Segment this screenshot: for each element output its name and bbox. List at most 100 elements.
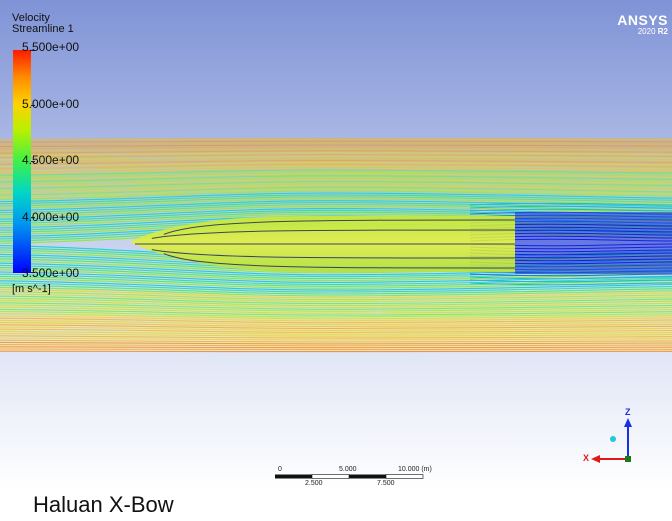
streamline (0, 173, 672, 181)
scale-bar: 0 5.000 10.000 (m) 2.500 7.500 (275, 465, 432, 489)
axis-label-x: X (583, 453, 590, 463)
scale-label: 0 (278, 466, 282, 473)
streamline (0, 175, 672, 183)
streamline (0, 144, 672, 148)
hull-line (163, 219, 516, 235)
streamline (0, 335, 672, 339)
streamline-plot (0, 0, 672, 490)
streamline (0, 182, 672, 192)
wake-streamline (469, 273, 672, 277)
streamline (0, 200, 672, 211)
streamline (0, 280, 672, 291)
streamline (0, 324, 672, 330)
wake-streamline (469, 282, 672, 286)
streamline (0, 302, 672, 310)
streamline (0, 333, 672, 337)
streamline (0, 308, 672, 316)
color-legend-bar (13, 50, 31, 273)
legend-value: 4.500e+00 (22, 153, 80, 167)
wake-streamline (469, 205, 672, 209)
legend-value-min: 3.500e+00 (22, 266, 80, 280)
ansys-logo: ANSYS 2020 R2 (617, 13, 668, 36)
axis-triad-graphic (591, 418, 632, 463)
legend-value: 5.000e+00 (22, 97, 80, 111)
streamline (0, 322, 672, 328)
streamline (0, 346, 672, 349)
streamline (0, 313, 672, 320)
scale-label: 10.000 (m) (398, 466, 432, 473)
streamline (0, 341, 672, 345)
streamline (0, 315, 672, 322)
streamline (0, 203, 672, 216)
streamline (0, 275, 672, 287)
streamline (0, 295, 672, 305)
wake-streamline (469, 276, 672, 280)
hull-line (151, 229, 516, 239)
scale-label: 2.500 (305, 480, 323, 487)
streamline (0, 289, 672, 299)
streamline (0, 286, 672, 297)
streamline (0, 293, 672, 303)
streamline (0, 169, 672, 176)
streamline (0, 179, 672, 187)
streamline (0, 177, 672, 185)
streamline (0, 273, 672, 285)
legend-tick (31, 50, 35, 51)
streamline (0, 317, 672, 324)
hull-surface-lines (135, 219, 516, 269)
streamline (0, 152, 672, 156)
brand-version: 2020 R2 (637, 27, 668, 36)
streamline (0, 291, 672, 301)
streamline (0, 142, 672, 145)
wake-streamline (469, 208, 672, 212)
axis-triad[interactable]: Z X (580, 405, 640, 475)
streamline (0, 155, 672, 161)
streamline (0, 161, 672, 167)
streamline (0, 205, 672, 218)
wake-streamline (469, 279, 672, 283)
legend-value-max: 5.500e+00 (22, 40, 80, 54)
brand-name: ANSYS (617, 12, 668, 28)
streamline (0, 157, 672, 163)
streamline (0, 184, 672, 194)
streamline (0, 284, 672, 295)
streamline (0, 344, 672, 347)
streamline (0, 140, 672, 143)
legend-value: 4.000e+00 (22, 210, 80, 224)
hull-line (163, 253, 516, 269)
streamline (0, 319, 672, 326)
wake-streamline (469, 202, 672, 206)
legend-variable: Velocity (12, 12, 50, 24)
streamline (0, 311, 672, 318)
streamline (0, 154, 672, 159)
scale-bar-graphic (275, 474, 424, 479)
streamline (0, 198, 672, 209)
streamline (0, 330, 672, 335)
legend-name: Streamline 1 (12, 23, 74, 35)
streamline (0, 167, 672, 174)
wake-region (515, 212, 672, 274)
hull-line (151, 249, 516, 259)
streamline (0, 192, 672, 203)
streamline (0, 348, 672, 351)
streamline (0, 150, 672, 154)
streamline (0, 267, 672, 280)
legend-tick (31, 217, 35, 218)
streamline (0, 304, 672, 312)
streamline (0, 138, 672, 141)
streamline (0, 190, 672, 200)
legend-tick (31, 105, 35, 106)
streamline (0, 337, 672, 341)
legend-tick (31, 161, 35, 162)
streamline (0, 269, 672, 282)
streamline (0, 306, 672, 314)
cfd-viewport[interactable]: Velocity Streamline 1 5.500e+00 5.000e+0… (0, 0, 672, 490)
figure-caption: Haluan X-Bow (33, 492, 174, 517)
scale-label: 7.500 (377, 480, 395, 487)
streamline (0, 148, 672, 152)
streamline (0, 188, 672, 198)
streamline (0, 186, 672, 196)
streamline (0, 180, 672, 189)
legend-tick (31, 272, 35, 273)
scale-label: 5.000 (339, 466, 357, 473)
